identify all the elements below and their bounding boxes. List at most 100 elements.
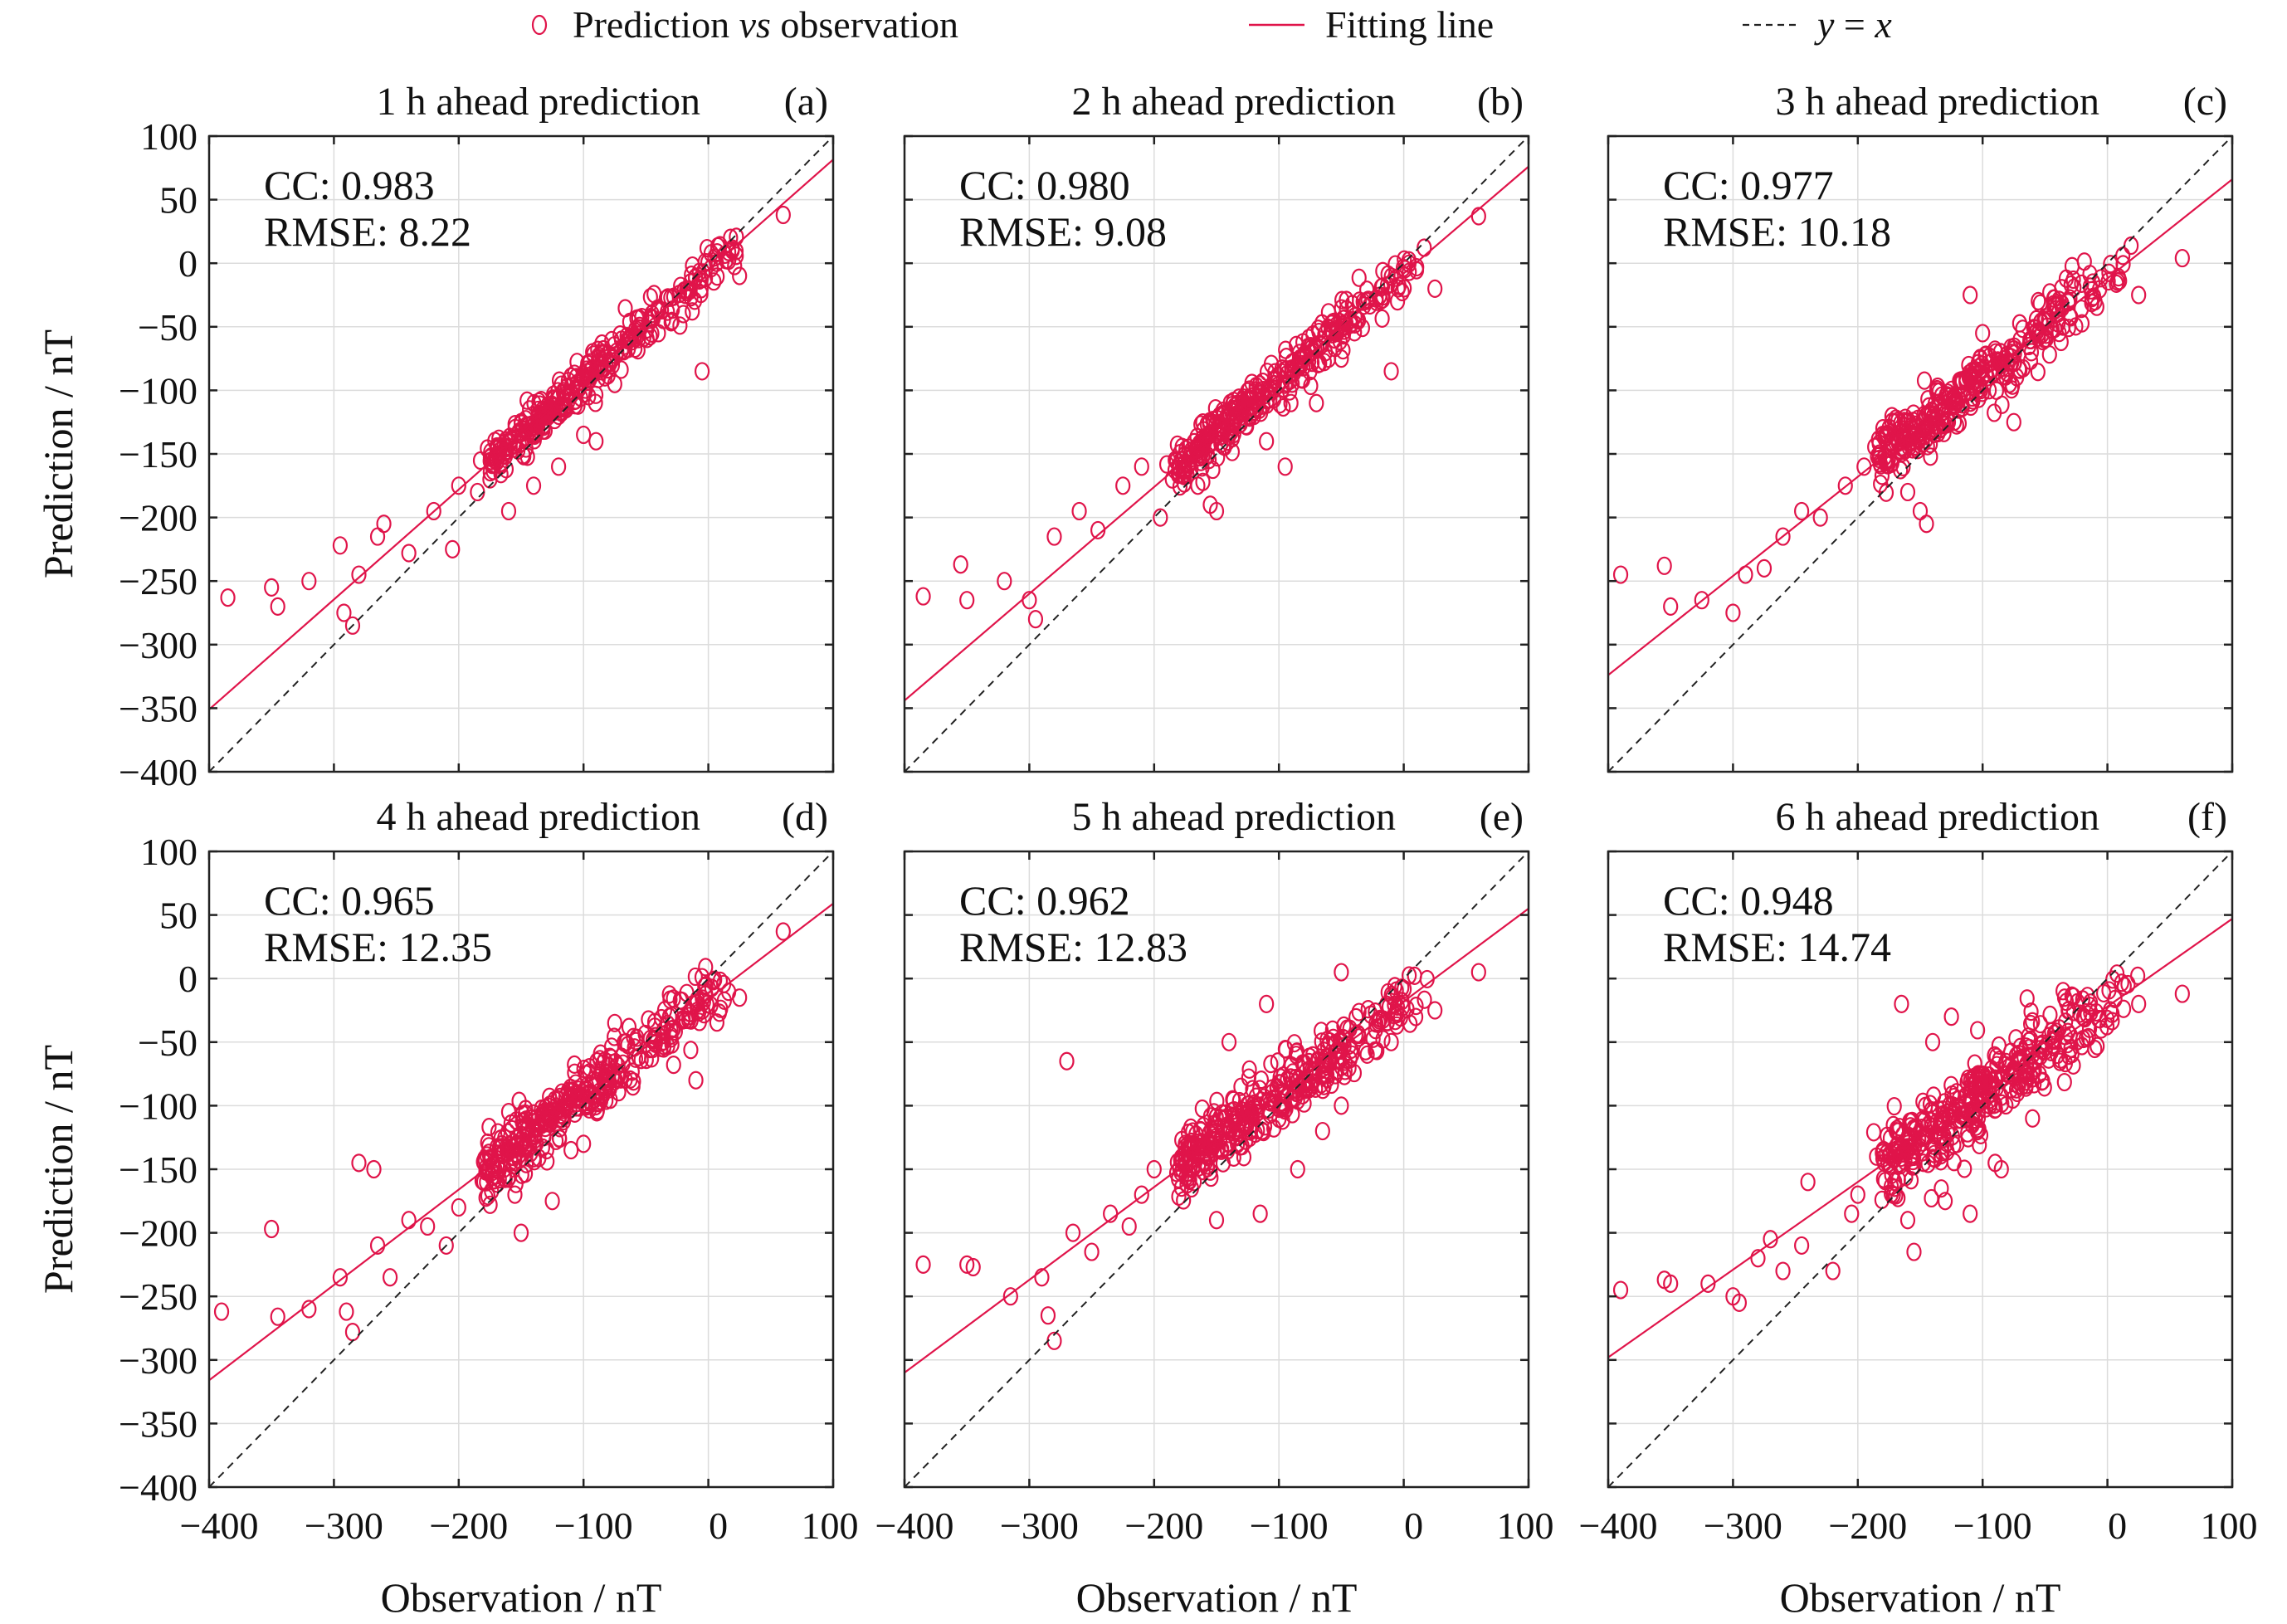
scatter-point	[491, 429, 507, 448]
scatter-point	[1214, 1104, 1230, 1123]
scatter-point	[550, 382, 566, 401]
x-tick-label: −200	[1124, 1505, 1203, 1547]
scatter-point	[1470, 963, 1486, 982]
scatter-point	[344, 1322, 361, 1342]
scatter-point	[1334, 1096, 1349, 1115]
scatter-point	[1837, 476, 1853, 495]
scatter-point	[1354, 319, 1371, 338]
scatter-point	[694, 362, 710, 381]
scatter-point	[1993, 1159, 2009, 1179]
scatter-point	[1903, 1171, 1919, 1190]
scatter-point	[1282, 371, 1298, 390]
scatter-point	[508, 1174, 524, 1193]
scatter-point	[1963, 1080, 1979, 1100]
scatter-point	[2109, 964, 2125, 983]
scatter-point	[1383, 362, 1399, 381]
scatter-point	[382, 1268, 398, 1287]
scatter-point	[698, 958, 714, 977]
scatter-point	[646, 285, 662, 304]
scatter-point	[1314, 1032, 1329, 1051]
scatter-point	[1256, 1123, 1271, 1142]
scatter-point	[1924, 1032, 1941, 1051]
x-tick-label: 0	[2108, 1505, 2127, 1547]
scatter-point	[563, 1140, 579, 1160]
scatter-point	[1358, 1041, 1373, 1061]
scatter-point	[264, 1219, 280, 1239]
scatter-point	[2030, 363, 2046, 382]
scatter-point	[1915, 427, 1932, 446]
panel-title: 6 h ahead prediction	[1775, 795, 2099, 839]
panel-letter: (c)	[2183, 80, 2227, 124]
scatter-point	[1040, 1306, 1056, 1325]
scatter-point	[607, 1027, 622, 1046]
scatter-point	[2041, 1027, 2057, 1046]
scatter-point	[1875, 425, 1890, 445]
scatter-point	[1953, 374, 1968, 394]
scatter-point	[1933, 1179, 1949, 1198]
scatter-point	[567, 1055, 583, 1074]
scatter-point	[1368, 1041, 1383, 1060]
scatter-point	[1241, 1060, 1257, 1079]
scatter-point	[514, 420, 530, 439]
scatter-point	[500, 1102, 517, 1122]
scatter-point	[551, 457, 567, 476]
scatter-point	[621, 1017, 637, 1036]
scatter-point	[646, 1012, 663, 1031]
scatter-point	[2066, 278, 2082, 297]
scatter-point	[687, 967, 703, 987]
scatter-point	[1869, 1147, 1885, 1166]
scatter-point	[1210, 448, 1226, 467]
cc-value: CC: 0.948	[1663, 877, 1834, 924]
scatter-point	[2042, 1005, 2058, 1024]
scatter-point	[1612, 565, 1629, 584]
scatter-points	[915, 207, 1486, 629]
scatter-point	[1899, 412, 1914, 432]
scatter-point	[551, 388, 567, 407]
y-tick-label: 50	[159, 895, 197, 937]
scatter-point	[1899, 1211, 1916, 1230]
scatter-point	[959, 1255, 975, 1275]
scatter-point	[1894, 994, 1909, 1013]
scatter-point	[1259, 391, 1275, 410]
scatter-point	[376, 515, 392, 534]
scatter-point	[619, 330, 636, 350]
cc-value: CC: 0.983	[264, 162, 435, 208]
scatter-point	[1259, 432, 1275, 451]
scatter-point	[1065, 1223, 1081, 1242]
scatter-point	[1725, 603, 1741, 622]
scatter-point	[959, 591, 975, 610]
scatter-point	[1945, 1104, 1961, 1123]
cc-value: CC: 0.965	[264, 877, 435, 924]
scatter-point	[2032, 1015, 2048, 1034]
panels: 100 50 0 −50 −100 −150 −200 −250 −300 −350 −400 Pre…	[35, 80, 2258, 1621]
y-tick-label: 100	[140, 115, 197, 158]
scatter-point	[607, 374, 622, 393]
scatter-point	[500, 501, 517, 521]
y-tick-label: 0	[178, 242, 197, 285]
scatter-point	[584, 359, 600, 378]
scatter-point	[603, 1037, 620, 1056]
scatter-point	[1181, 438, 1197, 457]
scatter-panel-d: 100 50 0 −50 −100 −150 −200 −250 −300 −350 −400 Pre…	[35, 795, 859, 1621]
scatter-point	[1919, 515, 1934, 534]
scatter-point	[602, 1080, 617, 1099]
scatter-point	[1286, 1034, 1302, 1053]
scatter-point	[2064, 256, 2080, 276]
scatter-point	[1877, 1172, 1893, 1191]
scatter-point	[1427, 1001, 1443, 1020]
scatter-point	[519, 391, 535, 410]
scatter-point	[1273, 1074, 1289, 1093]
scatter-point	[1206, 1103, 1222, 1122]
y-tick-label: −350	[119, 687, 197, 729]
scatter-point	[2022, 1014, 2039, 1034]
scatter-panel-e: −400 −300 −200 −100 0 100 Observation / nT 5 h …	[875, 795, 1554, 1621]
scatter-point	[1389, 292, 1406, 311]
scatter-point	[336, 603, 352, 622]
scatter-point	[1948, 1083, 1964, 1102]
fit-line	[905, 165, 1529, 702]
x-tick-label: −300	[1000, 1505, 1079, 1547]
scatter-point	[547, 1090, 563, 1109]
scatter-point	[723, 228, 739, 247]
scatter-point	[1982, 1090, 1997, 1109]
x-tick-label: −400	[180, 1505, 259, 1547]
